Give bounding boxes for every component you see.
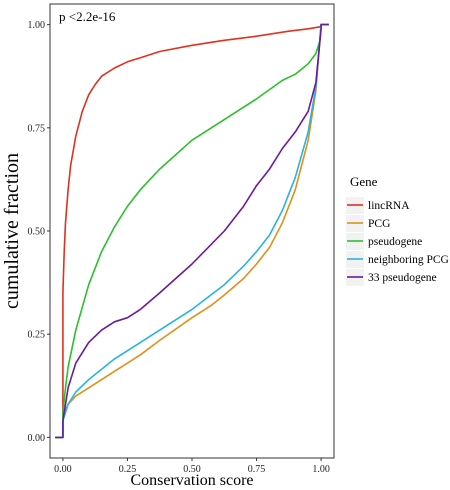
axes-layer: 0.00 0.25 0.50 0.75 1.00 0.00 0.25 0.50 0.75 1.00 [28, 20, 330, 475]
x-tick-label: 1.00 [312, 464, 330, 475]
y-tick-label: 0.25 [28, 330, 46, 341]
series-line-2 [55, 23, 329, 439]
x-tick-label: 0.00 [54, 464, 72, 475]
legend-title: Gene [350, 174, 378, 189]
legend-label: pseudogene [368, 236, 422, 248]
legend: Gene lincRNA PCG pseudogene neighboring PCG… [346, 174, 449, 286]
y-tick-label: 0.00 [28, 433, 46, 444]
y-axis-title: cumulative fraction [1, 153, 23, 309]
series-line-1 [55, 23, 329, 439]
legend-label: neighboring PCG [368, 254, 449, 266]
y-tick-label: 1.00 [28, 20, 46, 31]
series-line-0 [55, 23, 329, 439]
legend-label: lincRNA [368, 200, 410, 212]
p-value-annotation: p <2.2e-16 [59, 9, 116, 24]
x-axis-title: Conservation score [130, 472, 253, 489]
legend-label: PCG [368, 218, 390, 230]
series-line-4 [55, 23, 329, 439]
x-tick-label: 0.75 [248, 464, 266, 475]
series-layer [55, 23, 329, 439]
x-tick-label: 0.25 [119, 464, 137, 475]
y-tick-label: 0.50 [28, 227, 46, 238]
plot-panel [49, 3, 335, 459]
series-line-3 [55, 23, 329, 439]
legend-label: 33 pseudogene [368, 272, 437, 284]
x-tick-label: 0.50 [183, 464, 201, 475]
y-tick-label: 0.75 [28, 123, 46, 134]
